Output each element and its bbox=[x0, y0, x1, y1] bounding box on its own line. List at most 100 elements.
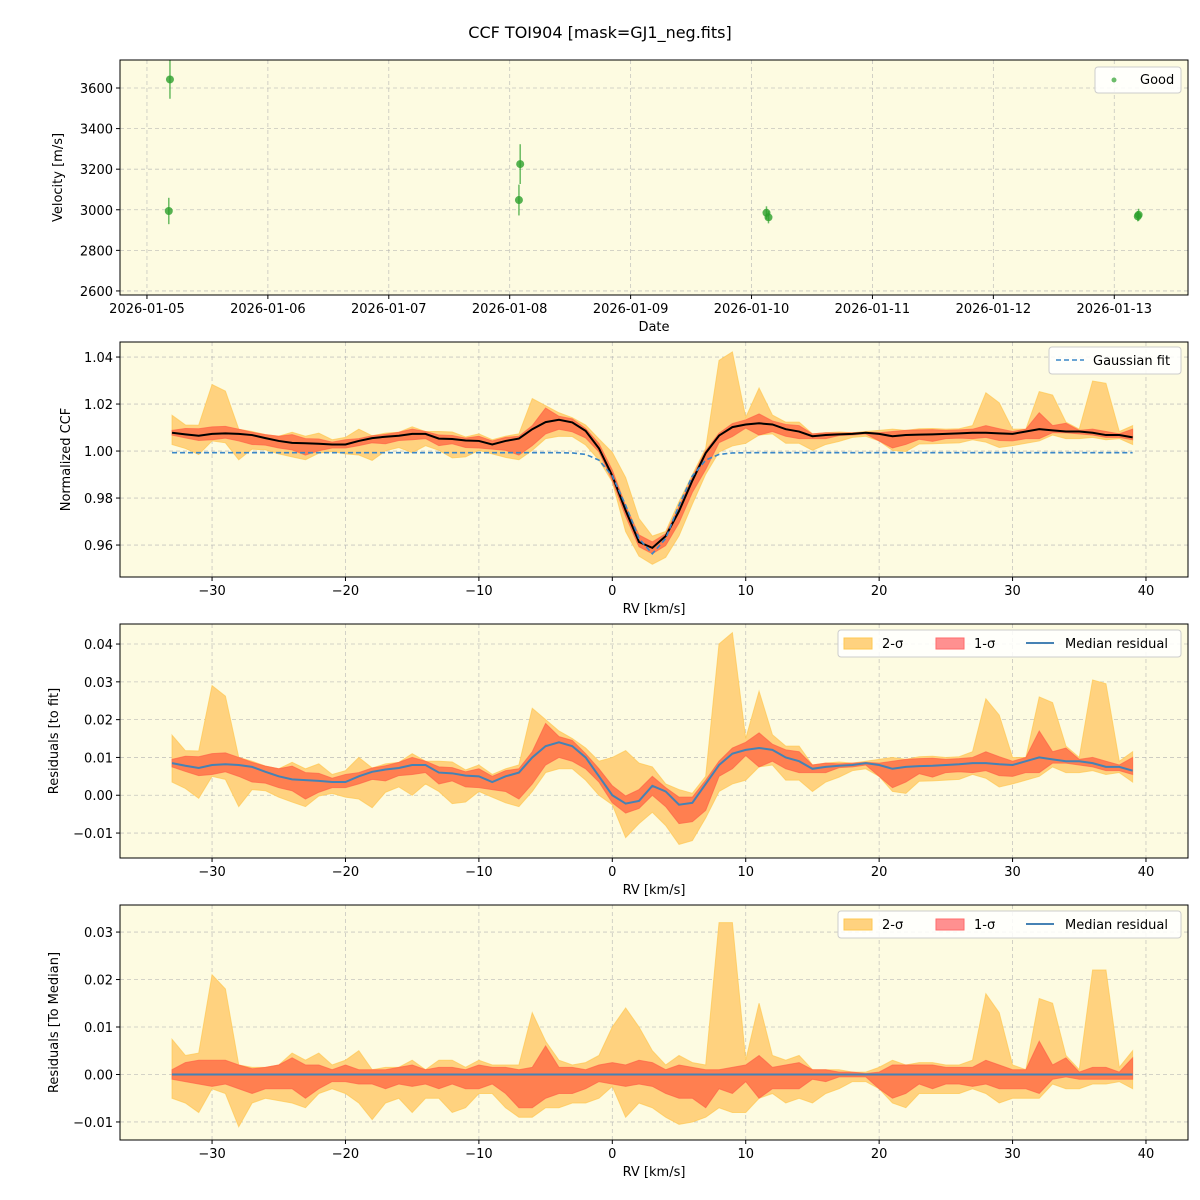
y-tick-label: 0.03 bbox=[84, 676, 113, 691]
panel-1: 2026-01-05 2026-01-06 2026-01-07 2026-01-08… bbox=[51, 59, 1189, 335]
x-axis-label: RV [km/s] bbox=[623, 1165, 686, 1180]
y-tick-label: 3200 bbox=[80, 163, 113, 178]
legend: Good bbox=[1094, 66, 1182, 94]
two-sigma-band bbox=[171, 631, 1134, 845]
x-tick-label: 10 bbox=[737, 865, 754, 880]
y-axis-label: Normalized CCF bbox=[59, 408, 74, 512]
y-tick-label: 0.01 bbox=[84, 1021, 113, 1036]
legend-label-one-sigma: 1-σ bbox=[974, 637, 995, 652]
legend-marker-two-sigma bbox=[843, 918, 873, 931]
one-sigma-band bbox=[171, 407, 1134, 555]
y-tick-label: 0.98 bbox=[84, 492, 113, 507]
y-tick-label: 0.00 bbox=[84, 789, 113, 804]
grid bbox=[120, 624, 1188, 858]
legend-label-two-sigma: 2-σ bbox=[882, 637, 903, 652]
x-tick-label: 2026-01-10 bbox=[714, 302, 790, 317]
data-point bbox=[514, 184, 523, 216]
legend-box bbox=[837, 910, 1182, 939]
y-tick-label: 2800 bbox=[80, 244, 113, 259]
plot-area bbox=[120, 624, 1188, 858]
data-point bbox=[764, 211, 773, 224]
legend: 2-σ 1-σ Median residual bbox=[837, 910, 1182, 939]
legend-marker-one-sigma bbox=[935, 918, 965, 931]
legend-box bbox=[1094, 66, 1182, 94]
legend: Gaussian fit bbox=[1048, 346, 1182, 375]
y-tick-label: 0.00 bbox=[84, 1068, 113, 1083]
grid bbox=[120, 60, 1188, 295]
x-tick-label: 2026-01-08 bbox=[472, 302, 548, 317]
velocity-point bbox=[514, 196, 523, 205]
legend-marker-two-sigma bbox=[843, 637, 873, 650]
two-sigma-band bbox=[171, 351, 1134, 565]
y-tick-label: 0.02 bbox=[84, 714, 113, 729]
velocity-point bbox=[164, 206, 173, 215]
y-tick-label: 1.02 bbox=[84, 398, 113, 413]
x-tick-label: 2026-01-05 bbox=[109, 302, 185, 317]
panel-2: −30 −20 −10 0 10 20 30 40 0.96 0.98 1.00 1.02 1.04 RV… bbox=[59, 341, 1189, 617]
legend-marker-one-sigma bbox=[935, 637, 965, 650]
x-tick-label: 40 bbox=[1138, 865, 1155, 880]
velocity-point bbox=[764, 213, 773, 222]
legend-label-fit: Gaussian fit bbox=[1093, 354, 1170, 369]
x-tick-label: −30 bbox=[198, 584, 225, 599]
y-tick-label: 2600 bbox=[80, 285, 113, 300]
x-tick-label: 30 bbox=[1004, 1147, 1021, 1162]
x-tick-label: −20 bbox=[332, 584, 359, 599]
median-ccf-line bbox=[171, 418, 1133, 550]
data-point bbox=[516, 144, 525, 184]
legend-label-median: Median residual bbox=[1065, 637, 1168, 652]
x-axis-label: Date bbox=[638, 320, 669, 335]
x-tick-label: −20 bbox=[332, 1147, 359, 1162]
legend-box bbox=[1048, 346, 1182, 375]
x-axis-label: RV [km/s] bbox=[623, 602, 686, 617]
y-tick-label: 0.01 bbox=[84, 751, 113, 766]
velocity-point bbox=[516, 160, 525, 169]
axes-border bbox=[119, 623, 1189, 859]
x-tick-label: −30 bbox=[198, 1147, 225, 1162]
x-tick-label: −10 bbox=[465, 865, 492, 880]
legend-label-two-sigma: 2-σ bbox=[882, 918, 903, 933]
legend-marker-good bbox=[1111, 77, 1117, 83]
x-tick-label: −10 bbox=[465, 584, 492, 599]
y-axis-label: Residuals [to fit] bbox=[47, 688, 62, 794]
legend-label-good: Good bbox=[1140, 73, 1174, 88]
x-tick-label: 40 bbox=[1138, 1147, 1155, 1162]
gaussian-fit-line bbox=[172, 451, 1133, 555]
x-tick-label: 2026-01-13 bbox=[1076, 302, 1152, 317]
legend-label-median: Median residual bbox=[1065, 918, 1168, 933]
x-tick-label: −30 bbox=[198, 865, 225, 880]
legend-box bbox=[837, 629, 1182, 658]
panel-4: −30 −20 −10 0 10 20 30 40 −0.01 0.00 0.01 0.02 0.03 R… bbox=[47, 904, 1189, 1180]
x-tick-label: 0 bbox=[608, 865, 616, 880]
axes-border bbox=[119, 904, 1189, 1141]
x-tick-label: 2026-01-09 bbox=[593, 302, 669, 317]
x-tick-label: 10 bbox=[737, 1147, 754, 1162]
x-axis-label: RV [km/s] bbox=[623, 883, 686, 898]
y-axis-label: Velocity [m/s] bbox=[51, 133, 66, 222]
y-tick-label: 3400 bbox=[80, 123, 113, 138]
x-tick-label: 30 bbox=[1004, 584, 1021, 599]
plot-area bbox=[120, 60, 1188, 295]
data-point bbox=[1133, 211, 1142, 222]
data-point bbox=[165, 60, 174, 99]
y-tick-label: −0.01 bbox=[73, 1116, 113, 1131]
x-tick-label: 10 bbox=[737, 584, 754, 599]
y-tick-label: −0.01 bbox=[73, 827, 113, 842]
x-tick-label: 0 bbox=[608, 584, 616, 599]
x-tick-label: 2026-01-12 bbox=[956, 302, 1032, 317]
x-tick-label: −20 bbox=[332, 865, 359, 880]
y-tick-label: 3000 bbox=[80, 204, 113, 219]
y-tick-label: 0.03 bbox=[84, 926, 113, 941]
data-point bbox=[164, 197, 173, 225]
panel-3: −30 −20 −10 0 10 20 30 40 −0.01 0.00 0.01 0.02 0.03 0… bbox=[47, 623, 1189, 898]
x-tick-label: 2026-01-06 bbox=[230, 302, 306, 317]
x-tick-label: 0 bbox=[608, 1147, 616, 1162]
x-tick-label: 20 bbox=[871, 584, 888, 599]
median-residual-line bbox=[171, 741, 1133, 806]
y-tick-label: 1.04 bbox=[84, 351, 113, 366]
figure-title: CCF TOI904 [mask=GJ1_neg.fits] bbox=[468, 23, 731, 43]
x-tick-label: 20 bbox=[871, 1147, 888, 1162]
x-tick-label: 30 bbox=[1004, 865, 1021, 880]
y-tick-label: 0.04 bbox=[84, 638, 113, 653]
